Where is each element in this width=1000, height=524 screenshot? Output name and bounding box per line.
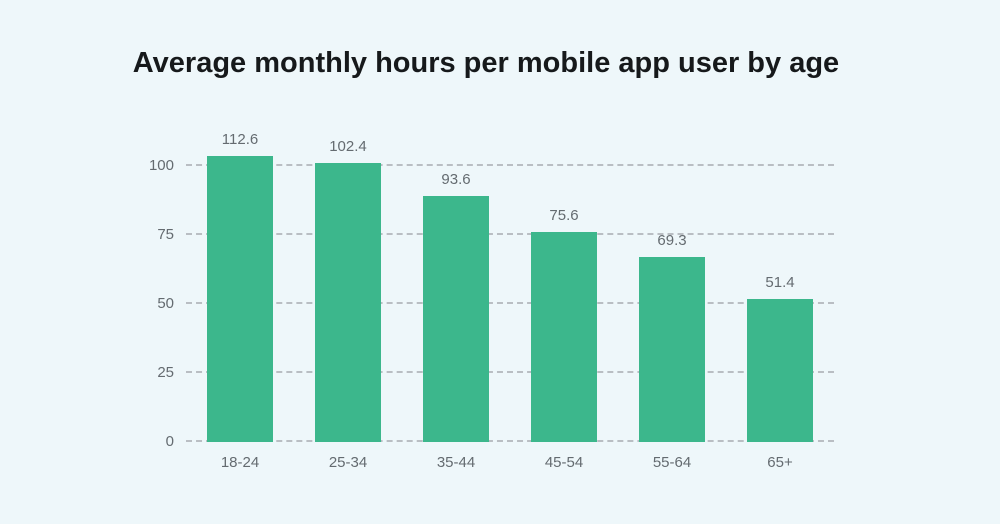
x-axis-label-55-64: 55-64 (652, 454, 692, 471)
y-tick-label-100: 100 (148, 157, 174, 175)
plot-area: 112.6 18-24 102.4 25-34 93.6 35-44 75.6 45-54 69… (186, 131, 834, 471)
gridline-y-100 (186, 164, 834, 167)
bar-65+ (747, 299, 813, 442)
bar-value-label-65+: 51.4 (765, 274, 795, 291)
bar-slot-65+: 51.4 65+ (726, 156, 834, 471)
bar-value-label-25-34: 102.4 (329, 138, 367, 156)
bar-value-label-18-24: 112.6 (221, 131, 259, 148)
x-axis-label-45-54: 45-54 (544, 454, 584, 471)
bar-slot-35-44: 93.6 35-44 (402, 156, 510, 471)
bar-35-44 (423, 195, 489, 442)
bar-45-54 (531, 231, 597, 442)
y-tick-label-50: 50 (157, 295, 174, 313)
gridline-y-50 (186, 302, 834, 305)
x-axis-label-65+: 65+ (767, 454, 793, 471)
bar-value-label-35-44: 93.6 (441, 170, 471, 188)
bar-55-64 (639, 257, 705, 442)
y-tick-label-25: 25 (157, 364, 174, 382)
y-tick-label-0: 0 (165, 433, 174, 450)
bar-slot-25-34: 102.4 25-34 (294, 138, 402, 471)
x-axis-label-35-44: 35-44 (436, 454, 476, 471)
bar-slot-55-64: 69.3 55-64 (618, 156, 726, 471)
bar-slot-45-54: 75.6 45-54 (510, 156, 618, 471)
y-tick-label-75: 75 (157, 226, 174, 244)
gridline-y-75 (186, 233, 834, 236)
gridline-y-0 (186, 440, 834, 442)
bars: 112.6 18-24 102.4 25-34 93.6 35-44 75.6 45-54 69… (186, 131, 834, 471)
chart-title: Average monthly hours per mobile app use… (132, 47, 840, 79)
y-axis-tick-labels: 0 25 50 75 100 (96, 156, 174, 450)
bar-value-label-55-64: 69.3 (657, 232, 687, 250)
bar-value-label-45-54: 75.6 (549, 206, 579, 224)
x-axis-label-25-34: 25-34 (328, 454, 368, 471)
gridline-y-25 (186, 371, 834, 374)
bar-18-24 (207, 156, 273, 442)
bar-slot-18-24: 112.6 18-24 (186, 131, 294, 471)
bar-25-34 (315, 163, 381, 442)
x-axis-label-18-24: 18-24 (220, 454, 260, 471)
